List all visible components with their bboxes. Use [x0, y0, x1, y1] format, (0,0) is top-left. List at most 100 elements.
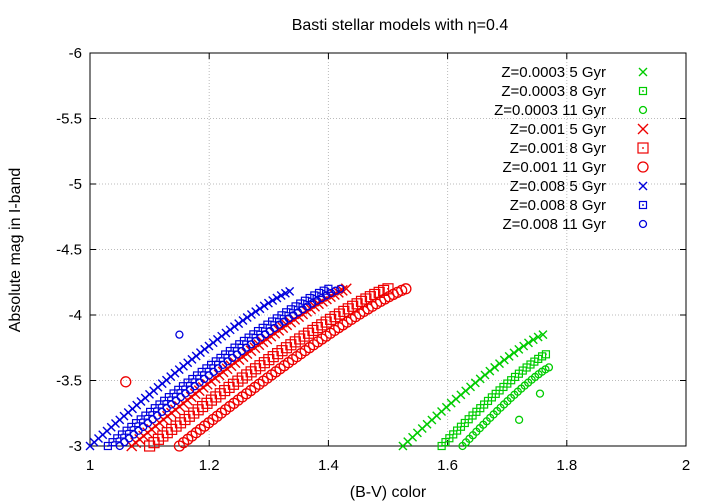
x-tick-label: 1.2	[199, 457, 220, 474]
legend-label: Z=0.008 8 Gyr	[510, 197, 606, 214]
legend-label: Z=0.0003 5 Gyr	[501, 64, 606, 81]
legend-label: Z=0.001 11 Gyr	[502, 159, 606, 176]
data-point	[514, 415, 524, 424]
legend-marker	[638, 200, 648, 210]
data-point	[263, 298, 273, 308]
data-point	[214, 364, 223, 373]
x-tick-label: 1.8	[556, 457, 577, 474]
series-0	[398, 330, 548, 451]
data-point	[225, 325, 235, 335]
grid	[90, 53, 686, 446]
data-point	[519, 341, 529, 351]
data-point	[120, 376, 132, 388]
legend-label: Z=0.0003 8 Gyr	[501, 83, 606, 100]
data-point	[242, 313, 252, 322]
series-8	[115, 284, 345, 451]
data-point	[535, 389, 545, 398]
data-point	[148, 415, 157, 424]
data-point	[494, 359, 504, 369]
legend-marker	[638, 86, 648, 96]
data-point	[157, 407, 167, 417]
data-point	[322, 291, 331, 300]
data-point	[331, 286, 340, 295]
legend-marker	[637, 142, 649, 154]
data-point	[336, 284, 348, 296]
legend-marker	[638, 105, 648, 115]
legend-marker	[637, 161, 649, 173]
data-point	[229, 322, 239, 332]
x-axis-title: (B-V) color	[350, 484, 427, 501]
data-point	[221, 328, 231, 338]
data-point	[538, 330, 548, 340]
y-tick-label: -3.5	[56, 373, 82, 390]
data-points	[85, 283, 554, 452]
series-3	[126, 283, 352, 452]
y-tick-label: -5	[69, 176, 82, 193]
legend-label: Z=0.001 8 Gyr	[510, 140, 606, 157]
data-point	[326, 288, 336, 298]
data-point	[175, 330, 184, 339]
data-point	[238, 316, 248, 326]
data-point	[504, 351, 514, 361]
data-point	[514, 344, 524, 354]
data-point	[340, 283, 352, 295]
data-point	[212, 334, 222, 344]
legend: Z=0.0003 5 Gyr Z=0.0003 8 Gyr Z=0.0003 11 …	[494, 64, 649, 233]
data-point	[246, 310, 256, 320]
axis-ticks: 1 1.2 1.4 1.6 1.8 2 -3 -3.5 -4 -4.5 -5 -5.5 -6	[56, 45, 690, 474]
legend-label: Z=0.008 5 Gyr	[510, 178, 606, 195]
data-point	[276, 291, 286, 301]
data-point	[186, 385, 195, 394]
legend-label: Z=0.008 11 Gyr	[502, 216, 606, 233]
data-point	[544, 363, 554, 372]
data-point	[272, 293, 282, 303]
chart-title: Basti stellar models with η=0.4	[292, 17, 509, 34]
legend-label: Z=0.001 5 Gyr	[510, 121, 606, 138]
data-point	[259, 301, 269, 311]
data-point	[217, 331, 227, 341]
data-point	[336, 284, 345, 293]
data-point	[400, 283, 412, 295]
data-point	[251, 307, 261, 317]
data-point	[195, 378, 204, 387]
data-point	[134, 426, 143, 435]
y-tick-label: -5.5	[56, 111, 82, 128]
y-axis-title: Absolute mag in I-band	[7, 168, 24, 333]
series-6	[85, 286, 295, 451]
y-tick-label: -4.5	[56, 242, 82, 259]
data-point	[167, 400, 176, 409]
data-point	[255, 304, 265, 314]
data-point	[268, 296, 278, 306]
data-point	[129, 430, 139, 439]
series-5	[120, 283, 412, 452]
x-tick-label: 2	[682, 457, 690, 474]
data-point	[317, 293, 326, 303]
x-tick-label: 1.6	[437, 457, 458, 474]
data-point	[509, 348, 519, 358]
data-point	[523, 338, 533, 348]
data-point	[541, 350, 551, 359]
legend-label: Z=0.0003 11 Gyr	[494, 102, 606, 119]
legend-marker	[638, 219, 648, 229]
data-point	[285, 286, 295, 296]
data-point	[176, 392, 185, 402]
data-point	[533, 332, 543, 342]
data-point	[234, 319, 244, 329]
y-tick-label: -6	[69, 45, 82, 62]
data-point	[490, 362, 500, 372]
y-tick-label: -4	[69, 307, 82, 324]
x-tick-label: 1.4	[318, 457, 339, 474]
data-point	[485, 366, 495, 376]
data-point	[319, 286, 328, 295]
series-1	[437, 350, 551, 451]
data-point	[528, 335, 538, 345]
legend-marker	[638, 181, 648, 191]
x-tick-label: 1	[86, 457, 94, 474]
data-point	[499, 355, 509, 365]
data-point	[139, 422, 148, 432]
series-2	[458, 363, 554, 451]
legend-marker	[638, 67, 648, 77]
legend-marker	[637, 123, 649, 135]
y-tick-label: -3	[69, 438, 82, 455]
